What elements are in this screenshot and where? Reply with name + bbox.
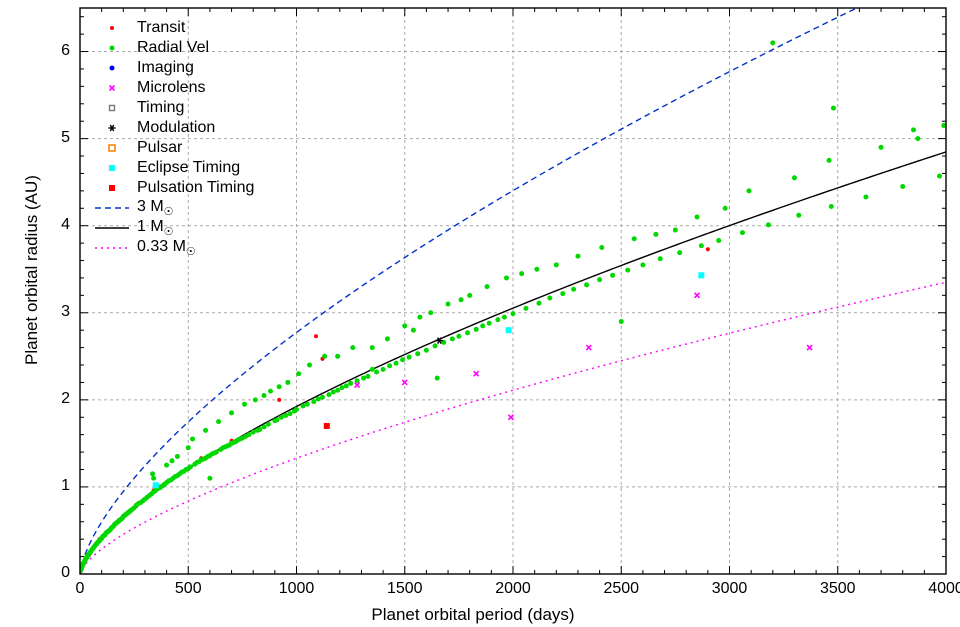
x-tick-label: 2000: [488, 580, 538, 598]
legend-item: Timing: [95, 98, 184, 118]
legend-item: 3 M☉: [95, 198, 174, 218]
x-tick-label: 4000: [921, 580, 960, 598]
legend-label: Modulation: [137, 119, 215, 137]
legend-item: Microlens: [95, 78, 205, 98]
legend-label: Microlens: [137, 79, 205, 97]
legend-item: Imaging: [95, 58, 194, 78]
legend-label: Pulsation Timing: [137, 179, 254, 197]
legend-item: Radial Vel: [95, 38, 209, 58]
legend-item: Modulation: [95, 118, 215, 138]
legend-label: 1 M☉: [137, 218, 174, 238]
x-tick-label: 0: [55, 580, 105, 598]
y-tick-label: 1: [30, 477, 70, 495]
y-tick-label: 3: [30, 303, 70, 321]
legend-item: Transit: [95, 18, 185, 38]
legend-label: Radial Vel: [137, 39, 209, 57]
legend-item: Eclipse Timing: [95, 158, 240, 178]
legend-item: 0.33 M☉: [95, 238, 196, 258]
legend-label: Eclipse Timing: [137, 159, 240, 177]
legend-label: 0.33 M☉: [137, 238, 196, 258]
legend-label: Transit: [137, 19, 185, 37]
x-tick-label: 1000: [272, 580, 322, 598]
x-tick-label: 2500: [596, 580, 646, 598]
y-tick-label: 2: [30, 390, 70, 408]
legend-item: Pulsation Timing: [95, 178, 254, 198]
legend-item: 1 M☉: [95, 218, 174, 238]
y-tick-label: 6: [30, 42, 70, 60]
x-tick-label: 1500: [380, 580, 430, 598]
y-tick-label: 5: [30, 129, 70, 147]
legend-label: Pulsar: [137, 139, 182, 157]
y-tick-label: 0: [30, 564, 70, 582]
x-tick-label: 3500: [813, 580, 863, 598]
x-axis-label: Planet orbital period (days): [0, 605, 946, 625]
exoplanet-period-radius-chart: Planet orbital period (days) Planet orbi…: [0, 0, 960, 627]
y-tick-label: 4: [30, 216, 70, 234]
x-tick-label: 500: [163, 580, 213, 598]
legend-label: 3 M☉: [137, 198, 174, 218]
legend-label: Timing: [137, 99, 184, 117]
y-axis-label: Planet orbital radius (AU): [22, 120, 42, 420]
legend-label: Imaging: [137, 59, 194, 77]
x-tick-label: 3000: [705, 580, 755, 598]
legend-item: Pulsar: [95, 138, 182, 158]
